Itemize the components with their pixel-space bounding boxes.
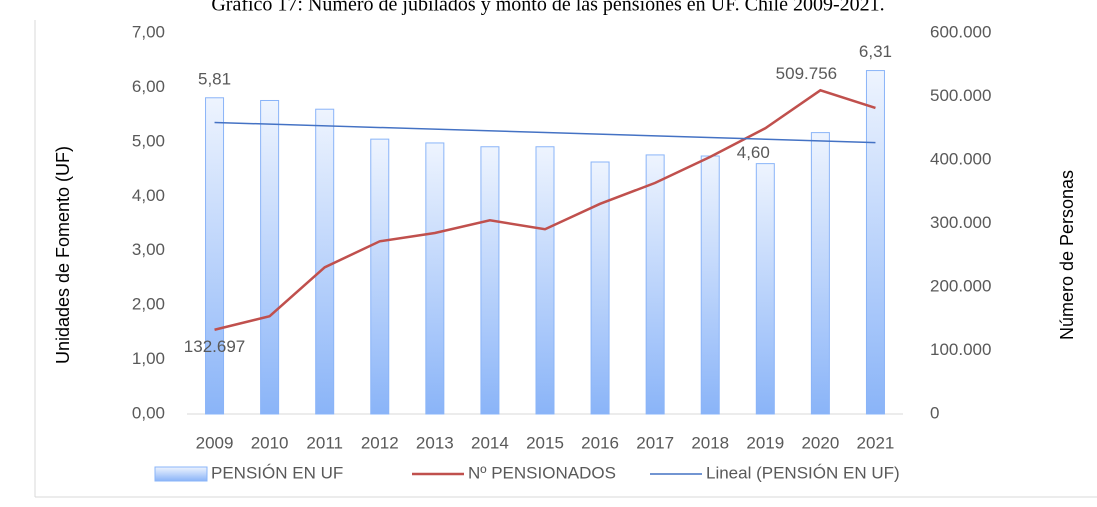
x-tick-label: 2017 [636, 433, 674, 452]
data-label: 5,81 [198, 69, 231, 88]
y-tick-label: 7,00 [132, 22, 165, 41]
bar [810, 132, 830, 415]
data-label: 132.697 [184, 337, 245, 356]
y-tick-label: 3,00 [132, 240, 165, 259]
y2-tick-label: 0 [930, 403, 939, 422]
y-tick-label: 0,00 [132, 403, 165, 422]
x-tick-label: 2010 [251, 433, 289, 452]
y-tick-label: 4,00 [132, 186, 165, 205]
data-label: 4,60 [737, 143, 770, 162]
bar [535, 146, 555, 415]
y2-axis-title: Número de Personas [1057, 170, 1077, 340]
data-label: 6,31 [859, 42, 892, 61]
legend-label: Nº PENSIONADOS [468, 463, 616, 482]
data-label: 509.756 [776, 64, 837, 83]
bar [315, 108, 335, 415]
y2-tick-label: 600.000 [930, 22, 991, 41]
x-tick-label: 2020 [801, 433, 839, 452]
bar [480, 146, 500, 415]
x-tick-label: 2014 [471, 433, 509, 452]
y2-tick-label: 300.000 [930, 213, 991, 232]
x-tick-label: 2016 [581, 433, 619, 452]
x-tick-label: 2015 [526, 433, 564, 452]
bar [755, 163, 775, 415]
bar [370, 138, 390, 415]
x-tick-label: 2011 [306, 433, 343, 452]
legend-label: PENSIÓN EN UF [211, 463, 343, 482]
x-tick-label: 2018 [691, 433, 729, 452]
x-tick-label: 2013 [416, 433, 454, 452]
bar [645, 154, 665, 415]
x-tick-label: 2009 [196, 433, 234, 452]
y-tick-label: 6,00 [132, 77, 165, 96]
y2-tick-label: 200.000 [930, 276, 991, 295]
legend-swatch [154, 466, 208, 482]
y2-tick-label: 500.000 [930, 86, 991, 105]
x-tick-label: 2019 [746, 433, 784, 452]
bar [260, 99, 280, 415]
x-tick-label: 2012 [361, 433, 399, 452]
y-tick-label: 1,00 [132, 349, 165, 368]
bar [700, 155, 720, 415]
y-tick-label: 2,00 [132, 295, 165, 314]
legend-label: Lineal (PENSIÓN EN UF) [706, 463, 900, 482]
bar [590, 161, 610, 415]
chart-title: Gráfico 17: Número de jubilados y monto … [211, 0, 884, 16]
line [214, 88, 876, 331]
bar [865, 70, 885, 415]
x-tick-label: 2021 [857, 433, 895, 452]
bar [425, 142, 445, 415]
y2-tick-label: 400.000 [930, 149, 991, 168]
bar [205, 97, 225, 415]
y-axis-title: Unidades de Fomento (UF) [53, 146, 73, 364]
y2-tick-label: 100.000 [930, 340, 991, 359]
trend-line [214, 121, 876, 144]
y-tick-label: 5,00 [132, 131, 165, 150]
